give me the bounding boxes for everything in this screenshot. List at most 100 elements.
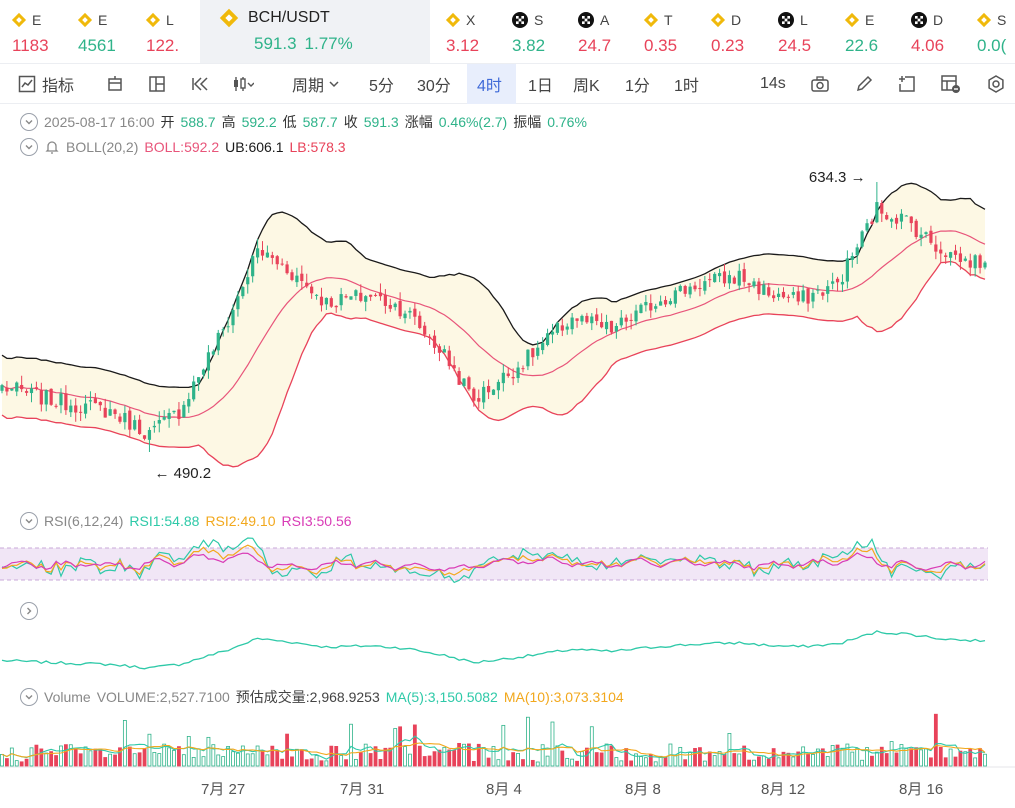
- draw-button[interactable]: [855, 64, 875, 104]
- candle-body: [678, 285, 682, 292]
- interval-30m[interactable]: 30分: [417, 64, 451, 104]
- ticker-item[interactable]: S 0.0(: [977, 6, 1015, 63]
- candle-body: [226, 326, 230, 328]
- interval-5m[interactable]: 5分: [369, 64, 394, 104]
- candle-body: [767, 287, 771, 296]
- expand-icon[interactable]: [20, 602, 38, 620]
- candle-body: [314, 294, 319, 296]
- volume-bar: [968, 749, 973, 767]
- volume-bar: [172, 750, 176, 767]
- ticker-item[interactable]: E 22.6: [845, 6, 905, 63]
- indicators-button[interactable]: 指标: [18, 64, 74, 104]
- ticker-item[interactable]: X 3.12: [446, 6, 506, 63]
- ticker-bar: E 1183 E 4561 L 122. X 3.12 S 3.82 A 24.7 T 0.35 D 0.23…: [0, 0, 1015, 64]
- ticker-item[interactable]: S 3.82: [512, 6, 572, 63]
- candle-type-button[interactable]: [106, 64, 124, 104]
- boll-legend: BOLL(20,2) BOLL:592.2 UB:606.1 LB:578.3: [20, 138, 346, 156]
- candle-body: [693, 285, 697, 290]
- candle-body: [929, 230, 933, 243]
- high-annotation: 634.3 →: [809, 169, 866, 186]
- candle-body: [285, 264, 289, 274]
- compare-button[interactable]: [940, 64, 962, 104]
- candle-body: [737, 270, 741, 286]
- layout-button[interactable]: [148, 64, 166, 104]
- candle-body: [0, 385, 4, 391]
- volume-bar: [742, 745, 747, 767]
- chart-style-button[interactable]: [232, 64, 254, 104]
- ticker-item[interactable]: E 1183: [12, 6, 72, 63]
- ticker-item[interactable]: E 4561: [78, 6, 138, 63]
- candle-body: [265, 252, 270, 258]
- volume-bar: [486, 757, 491, 767]
- ticker-item[interactable]: D 0.23: [711, 6, 771, 63]
- candle-body: [880, 202, 884, 214]
- candle-body: [5, 387, 9, 392]
- interval-1w[interactable]: 周K: [573, 64, 600, 104]
- collapse-icon[interactable]: [20, 512, 38, 530]
- boll-mid-line: [1, 230, 986, 419]
- volume-bar: [953, 756, 958, 767]
- interval-1h[interactable]: 1时: [674, 64, 699, 104]
- screenshot-button[interactable]: [810, 64, 830, 104]
- ticker-price: 22.6: [845, 36, 879, 55]
- collapse-icon[interactable]: [20, 138, 38, 156]
- candle-body: [118, 416, 122, 422]
- bell-icon[interactable]: [44, 139, 60, 155]
- volume-bar: [678, 746, 683, 767]
- candle-body: [83, 403, 88, 414]
- volume-bar: [776, 757, 781, 767]
- volume-bar: [673, 755, 678, 767]
- ticker-item[interactable]: T 0.35: [644, 6, 704, 63]
- low-label: 低: [282, 114, 297, 130]
- volume-bar: [796, 751, 801, 767]
- volume-bar: [855, 748, 860, 767]
- volume-bar: [560, 750, 565, 767]
- x-tick-label: 8月 4: [486, 781, 522, 798]
- volume-bar: [565, 757, 570, 767]
- ticker-symbol: E: [32, 12, 42, 28]
- collapse-icon[interactable]: [20, 113, 38, 131]
- candle-body: [639, 304, 643, 314]
- volume-bar: [791, 756, 796, 767]
- candle-body: [334, 305, 338, 308]
- candle-body: [516, 367, 520, 379]
- volume-bar: [19, 761, 24, 767]
- volume-bar: [29, 747, 34, 767]
- ticker-price: 3.12: [446, 36, 480, 55]
- add-indicator-button[interactable]: [897, 64, 917, 104]
- candle-body: [221, 329, 225, 331]
- volume-bar: [334, 746, 339, 767]
- volume-bar: [511, 752, 516, 767]
- ticker-item[interactable]: L 24.5: [778, 6, 838, 63]
- candle-body: [418, 315, 422, 328]
- ticker-item[interactable]: D 4.06: [911, 6, 971, 63]
- candle-body: [550, 331, 555, 335]
- settings-button[interactable]: [986, 64, 1006, 104]
- candle-body: [162, 417, 166, 420]
- candle-body: [423, 325, 427, 335]
- price-chart[interactable]: 634.3 → ← 490.2: [0, 104, 1015, 776]
- ticker-item[interactable]: A 24.7: [578, 6, 638, 63]
- interval-1m[interactable]: 1分: [625, 64, 650, 104]
- volume-bar: [358, 752, 363, 767]
- candle-body: [123, 412, 127, 423]
- ticker-item-active[interactable]: BCH/USDT 591.3 1.77%: [200, 0, 430, 63]
- interval-1d[interactable]: 1日: [528, 64, 553, 104]
- candle-body: [295, 275, 299, 283]
- volume-bar: [786, 752, 791, 767]
- ticker-item[interactable]: L 122.: [146, 6, 206, 63]
- candle-body: [255, 248, 260, 258]
- volume-bar: [417, 745, 422, 767]
- replay-button[interactable]: [190, 64, 210, 104]
- candle-body: [201, 369, 206, 375]
- period-dropdown[interactable]: 周期: [292, 64, 340, 104]
- interval-4h[interactable]: 4时: [467, 64, 516, 104]
- candle-body: [654, 306, 658, 309]
- collapse-icon[interactable]: [20, 688, 38, 706]
- candle-body: [791, 292, 795, 295]
- volume-bar: [978, 748, 982, 767]
- volume-bar: [388, 747, 393, 767]
- volume-bar: [491, 746, 496, 767]
- volume-bar: [186, 736, 191, 767]
- candle-body: [428, 336, 432, 338]
